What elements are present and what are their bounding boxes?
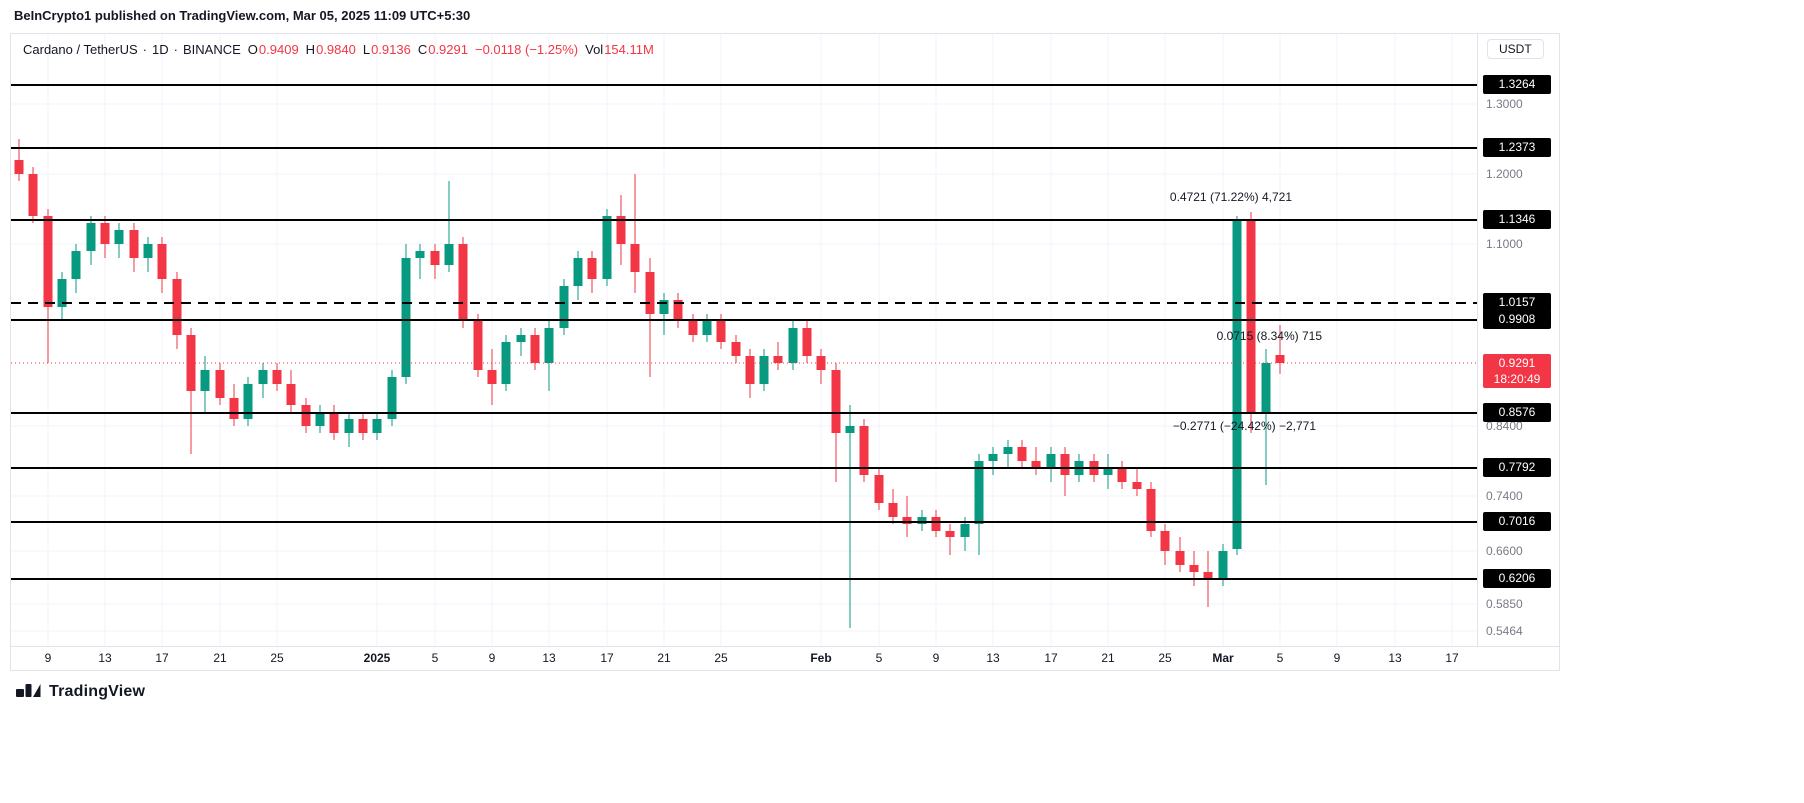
change-value: −0.0118 (−1.25%): [474, 42, 579, 57]
price-level-badge: 0.8576: [1483, 403, 1551, 422]
open-label: O: [247, 42, 258, 57]
chart-widget: Cardano / TetherUS · 1D · BINANCE O0.9409 H0.9…: [10, 33, 1560, 671]
tradingview-wordmark[interactable]: TradingView: [49, 682, 146, 700]
price-grid-label: 0.5464: [1486, 624, 1523, 638]
high-label: H: [305, 42, 316, 57]
time-axis-label: 17: [1445, 651, 1459, 665]
bar-countdown: 18:20:49: [1493, 372, 1541, 386]
time-axis-label: 17: [600, 651, 614, 665]
time-axis-label: 17: [1044, 651, 1058, 665]
chart-legend: Cardano / TetherUS · 1D · BINANCE O0.9409 H0.9…: [23, 42, 654, 57]
price-axis[interactable]: USDT 1.3264 1.2373 1.1346 1.0157 0.9908 0.857…: [1477, 34, 1559, 646]
price-level-badge: 1.2373: [1483, 138, 1551, 157]
tradingview-logo-icon[interactable]: [16, 681, 41, 702]
time-axis-label: 13: [542, 651, 556, 665]
time-axis-label: 13: [986, 651, 1000, 665]
symbol-name[interactable]: Cardano / TetherUS: [23, 42, 138, 57]
time-axis-label: 5: [431, 651, 439, 665]
measure-annotation: 0.0715 (8.34%) 715: [1216, 329, 1322, 343]
low-label: L: [362, 42, 371, 57]
price-grid-label: 0.8400: [1486, 419, 1523, 433]
publish-title: BeInCrypto1 published on TradingView.com…: [14, 8, 471, 23]
time-axis-label: 9: [932, 651, 940, 665]
close-value: 0.9291: [428, 42, 468, 57]
time-axis-label: 5: [1276, 651, 1284, 665]
time-axis-label: 21: [213, 651, 227, 665]
price-level-badge: 1.3264: [1483, 75, 1551, 94]
volume-label: Vol: [585, 42, 604, 57]
measure-annotation: −0.2771 (−24.42%) −2,771: [1172, 419, 1316, 433]
price-level-badge: 0.6206: [1483, 569, 1551, 588]
price-level-badge: 0.9908: [1483, 310, 1551, 329]
time-axis-label: 13: [98, 651, 112, 665]
time-axis-label: 17: [155, 651, 169, 665]
current-price-badge: 0.9291 18:20:49: [1483, 354, 1551, 388]
publish-header: BeInCrypto1 published on TradingView.com…: [14, 8, 470, 23]
time-axis-label: Mar: [1212, 651, 1234, 665]
price-level-badge: 1.0157: [1483, 293, 1551, 312]
chart-plot[interactable]: Cardano / TetherUS · 1D · BINANCE O0.9409 H0.9…: [11, 34, 1477, 646]
price-level-badge: 1.1346: [1483, 210, 1551, 229]
volume-value: 154.11M: [604, 42, 654, 57]
legend-separator: ·: [142, 42, 148, 57]
time-axis-label: 2025: [363, 651, 391, 665]
legend-separator-2: ·: [173, 42, 178, 57]
close-label: C: [417, 42, 428, 57]
price-level-badge: 0.7016: [1483, 512, 1551, 531]
open-value: 0.9409: [258, 42, 299, 57]
interval-label[interactable]: 1D: [152, 42, 169, 57]
time-axis-label: 9: [1333, 651, 1341, 665]
price-grid-label: 0.7400: [1486, 489, 1523, 503]
low-value: 0.9136: [371, 42, 411, 57]
time-axis-label: 9: [488, 651, 496, 665]
candlestick-chart: [11, 34, 1477, 646]
price-grid-label: 1.1000: [1486, 237, 1523, 251]
time-axis[interactable]: 9 13 17 21 25 2025 5 9 13 17 21 25 Feb 5 9 13 17 21 25 Mar 5…: [11, 646, 1559, 671]
time-axis-label: 25: [714, 651, 728, 665]
time-axis-label: 5: [875, 651, 883, 665]
price-grid-label: 0.6600: [1486, 544, 1523, 558]
time-axis-label: 25: [270, 651, 284, 665]
price-grid-label: 1.3000: [1486, 97, 1523, 111]
price-grid-label: 1.2000: [1486, 167, 1523, 181]
footer: TradingView: [16, 681, 145, 702]
high-value: 0.9840: [316, 42, 356, 57]
time-axis-label: 13: [1388, 651, 1402, 665]
currency-label[interactable]: USDT: [1487, 39, 1544, 59]
price-level-badge: 0.7792: [1483, 458, 1551, 477]
time-axis-label: 9: [44, 651, 52, 665]
current-price-value: 0.9291: [1498, 356, 1536, 370]
price-grid-label: 0.5850: [1486, 597, 1523, 611]
time-axis-label: 25: [1158, 651, 1172, 665]
exchange-label[interactable]: BINANCE: [182, 42, 241, 57]
time-axis-label: 21: [657, 651, 671, 665]
measure-annotation: 0.4721 (71.22%) 4,721: [1169, 190, 1292, 204]
time-axis-label: Feb: [810, 651, 832, 665]
time-axis-label: 21: [1101, 651, 1115, 665]
